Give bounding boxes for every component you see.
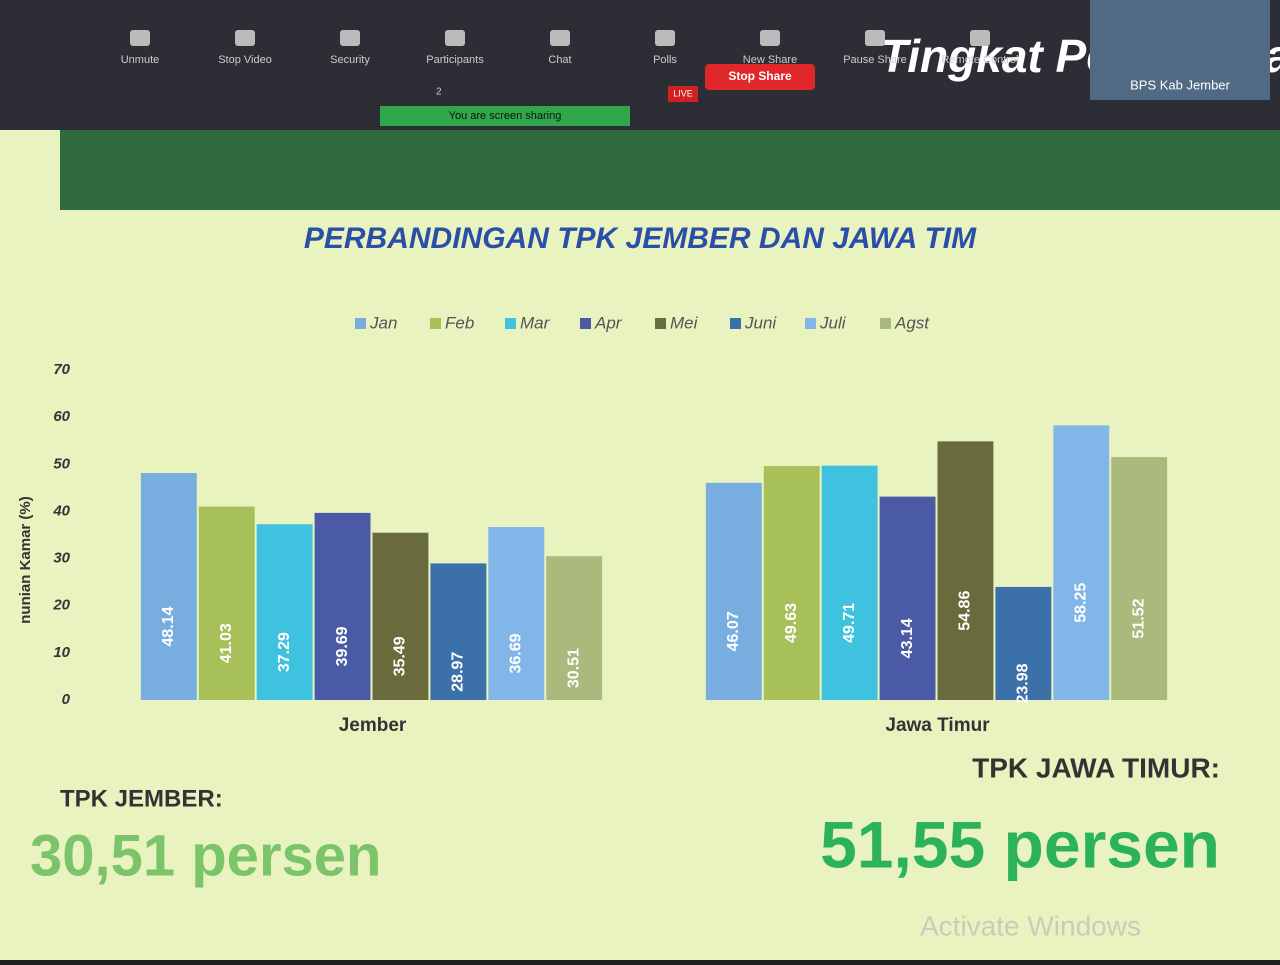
legend-label: Juli <box>819 313 847 332</box>
value-label: 41.03 <box>218 623 235 663</box>
value-label: 48.14 <box>160 606 177 646</box>
bar <box>372 532 429 700</box>
toolbar-button-label[interactable]: Participants <box>426 54 484 66</box>
video-name: BPS Kab Jember <box>1130 77 1230 92</box>
summary-label: TPK JAWA TIMUR: <box>972 752 1220 783</box>
toolbar-button-label[interactable]: Remote Control <box>941 54 1018 66</box>
toolbar-icon[interactable] <box>760 30 780 46</box>
bar <box>1111 457 1168 700</box>
toolbar-icon[interactable] <box>130 30 150 46</box>
legend-swatch <box>580 318 591 329</box>
legend-label: Agst <box>894 313 930 332</box>
value-label: 28.97 <box>450 652 467 692</box>
chart-title: PERBANDINGAN TPK JEMBER DAN JAWA TIM <box>304 222 977 255</box>
value-label: 23.98 <box>1015 663 1032 703</box>
value-label: 43.14 <box>899 618 916 658</box>
value-label: 30.51 <box>565 648 582 688</box>
summary-value: 30,51 persen <box>30 823 381 888</box>
toolbar-button-label[interactable]: New Share <box>743 54 797 66</box>
value-label: 36.69 <box>508 633 525 673</box>
y-tick-label: 10 <box>53 644 70 661</box>
watermark: Activate Windows <box>920 910 1141 941</box>
bar <box>821 465 878 700</box>
toolbar-background <box>0 0 1280 130</box>
legend-swatch <box>505 318 516 329</box>
x-tick-label: Jawa Timur <box>885 715 990 736</box>
legend-swatch <box>355 318 366 329</box>
bar <box>546 556 603 700</box>
bar <box>1053 425 1110 700</box>
bar <box>995 586 1052 700</box>
header-band <box>60 130 1280 210</box>
y-tick-label: 20 <box>52 597 70 614</box>
toolbar-button-label[interactable]: Stop Video <box>218 54 272 66</box>
legend-label: Mar <box>520 313 551 332</box>
y-tick-label: 30 <box>53 550 70 567</box>
legend-label: Mei <box>670 313 699 332</box>
bar <box>198 506 255 700</box>
participant-count: 2 <box>436 87 442 98</box>
value-label: 37.29 <box>276 632 293 672</box>
summary-value: 51,55 persen <box>820 807 1220 881</box>
y-tick-label: 50 <box>53 455 70 472</box>
value-label: 46.07 <box>725 611 742 651</box>
bar <box>430 563 487 700</box>
toolbar-icon[interactable] <box>235 30 255 46</box>
bar <box>314 512 371 700</box>
legend-label: Juni <box>744 313 777 332</box>
summary-label: TPK JEMBER: <box>60 785 223 812</box>
toolbar-button-label[interactable]: Security <box>330 54 370 66</box>
value-label: 58.25 <box>1073 583 1090 623</box>
toolbar-icon[interactable] <box>550 30 570 46</box>
toolbar-icon[interactable] <box>340 30 360 46</box>
bar <box>140 473 197 700</box>
sharing-notice: You are screen sharing <box>449 110 562 122</box>
y-tick-label: 40 <box>52 502 70 519</box>
value-label: 54.86 <box>957 591 974 631</box>
stop-share-button[interactable] <box>705 64 815 90</box>
sharing-notice-bg <box>380 106 630 126</box>
legend-label: Feb <box>445 313 474 332</box>
legend-label: Jan <box>369 313 397 332</box>
value-label: 49.63 <box>783 603 800 643</box>
toolbar-button-label[interactable]: Unmute <box>121 54 160 66</box>
legend-swatch <box>655 318 666 329</box>
live-label: LIVE <box>673 88 693 98</box>
y-tick-label: 0 <box>62 691 71 708</box>
value-label: 35.49 <box>392 636 409 676</box>
toolbar-icon[interactable] <box>970 30 990 46</box>
legend-label: Apr <box>594 313 623 332</box>
toolbar-icon[interactable] <box>445 30 465 46</box>
legend-swatch <box>730 318 741 329</box>
legend-swatch <box>430 318 441 329</box>
value-label: 49.71 <box>841 603 858 643</box>
toolbar-button-label[interactable]: Pause Share <box>843 54 907 66</box>
bar <box>879 496 936 700</box>
video-tile <box>1090 0 1270 100</box>
value-label: 39.69 <box>334 626 351 666</box>
bar <box>488 527 545 700</box>
bar <box>705 482 762 700</box>
y-axis-label: nunian Kamar (%) <box>17 496 34 624</box>
y-tick-label: 60 <box>53 408 70 425</box>
toolbar-button-label[interactable]: Chat <box>548 54 571 66</box>
stop-share-label[interactable]: Stop Share <box>728 69 792 83</box>
value-label: 51.52 <box>1130 598 1147 638</box>
legend-swatch <box>805 318 816 329</box>
bar <box>763 466 820 700</box>
toolbar-icon[interactable] <box>655 30 675 46</box>
live-badge <box>668 86 698 102</box>
x-tick-label: Jember <box>339 715 407 736</box>
toolbar-button-label[interactable]: Polls <box>653 54 677 66</box>
legend-swatch <box>880 318 891 329</box>
toolbar-icon[interactable] <box>865 30 885 46</box>
bar <box>256 524 313 700</box>
y-tick-label: 70 <box>53 361 70 378</box>
bar <box>937 441 994 700</box>
